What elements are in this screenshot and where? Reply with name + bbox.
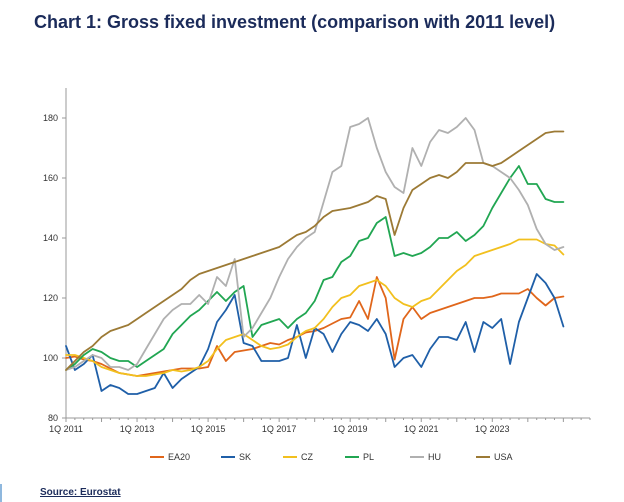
x-tick-label: 1Q 2015 (191, 424, 226, 434)
legend-label: SK (239, 452, 252, 462)
series-line-pl (65, 165, 565, 371)
source-note[interactable]: Source: Eurostat (40, 487, 121, 498)
x-tick-label: 1Q 2011 (49, 424, 83, 434)
y-tick-label: 160 (43, 173, 58, 183)
legend-label: CZ (301, 452, 313, 462)
series-line-hu (65, 117, 565, 371)
legend-item-sk: SK (221, 452, 251, 462)
x-tick-label: 1Q 2021 (404, 424, 439, 434)
legend-item-hu: HU (410, 452, 441, 462)
legend-swatch (345, 456, 359, 458)
chart-legend: EA20 SK CZ PL HU USA (0, 452, 624, 468)
legend-item-ea20: EA20 (150, 452, 190, 462)
legend-swatch (410, 456, 424, 458)
legend-label: HU (428, 452, 441, 462)
y-tick-label: 120 (43, 293, 58, 303)
x-tick-label: 1Q 2023 (475, 424, 510, 434)
chart-axes: 80 100 120 140 160 180 1Q 2011 1Q 2013 1Q 2015 1Q… (43, 88, 591, 434)
legend-swatch (476, 456, 490, 458)
legend-item-cz: CZ (283, 452, 313, 462)
line-chart: 80 100 120 140 160 180 1Q 2011 1Q 2013 1Q 2015 1Q… (43, 88, 591, 434)
legend-item-usa: USA (476, 452, 513, 462)
x-tick-label: 1Q 2017 (262, 424, 297, 434)
legend-label: PL (363, 452, 375, 462)
legend-label: USA (494, 452, 513, 462)
legend-label: EA20 (168, 452, 191, 462)
chart-title: Chart 1: Gross fixed investment (compari… (34, 12, 556, 32)
x-tick-label: 1Q 2013 (120, 424, 155, 434)
legend-swatch (283, 456, 297, 458)
series-line-cz (65, 238, 565, 377)
legend-item-pl: PL (345, 452, 374, 462)
y-tick-label: 100 (43, 353, 58, 363)
x-tick-label: 1Q 2019 (333, 424, 368, 434)
y-tick-label: 140 (43, 233, 58, 243)
legend-swatch (221, 456, 235, 458)
legend-swatch (150, 456, 164, 458)
y-tick-label: 80 (48, 413, 58, 423)
left-accent-bar (0, 484, 2, 502)
series-layer (65, 117, 565, 395)
series-line-usa (65, 130, 565, 371)
y-tick-label: 180 (43, 113, 58, 123)
